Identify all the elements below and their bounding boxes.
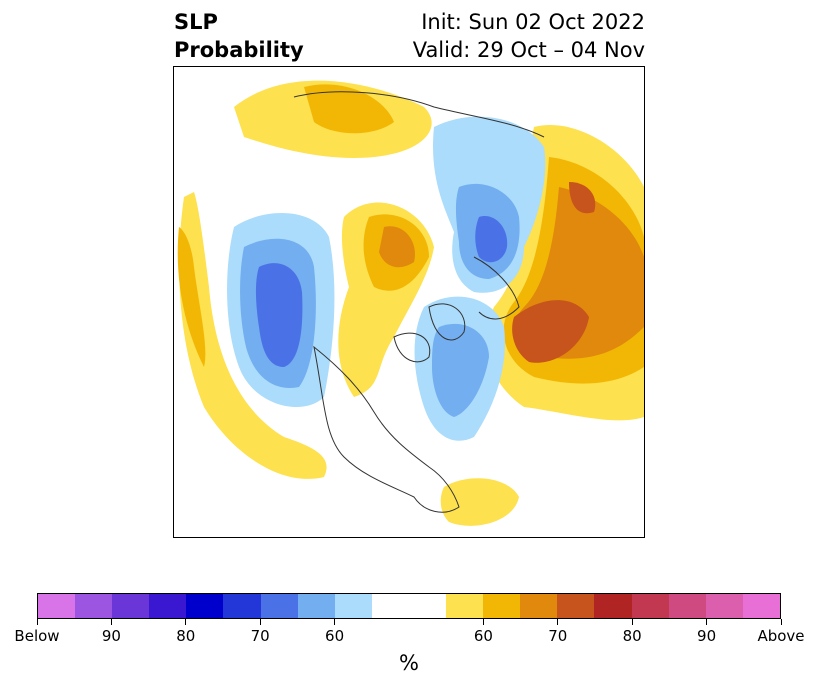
siberia-below-core [475,216,508,263]
pacific-above-core [304,84,394,134]
color-scale-bin [38,594,76,618]
color-scale-bin [483,594,521,618]
color-scale-bin [631,594,669,618]
map-dates: Init: Sun 02 Oct 2022 Valid: 29 Oct – 04… [370,8,645,64]
color-scale-tick [110,619,112,625]
north-america-outline [313,345,460,513]
color-scale-tick-label: Above [757,627,805,645]
color-scale-tick [706,619,708,625]
atlantic-above-peak [512,300,589,363]
color-scale-bin [668,594,706,618]
color-scale-bin [520,594,558,618]
color-scale-bin [705,594,743,618]
above-normal-shading [177,80,644,526]
color-scale-tick-label: 80 [176,627,196,645]
title-variable: SLP [174,10,218,34]
color-scale-bin [223,594,261,618]
title-product: Probability [174,38,304,62]
color-scale-tick-label: 90 [697,627,717,645]
color-scale-tick [334,619,336,625]
below-normal-shading [227,116,546,441]
arctic-islands-outline [393,332,431,363]
valid-range: Valid: 29 Oct – 04 Nov [412,38,645,62]
color-scale-tick-label: 60 [325,627,345,645]
color-scale-tick-label: 90 [101,627,121,645]
color-scale-bin [742,594,780,618]
color-scale-tick [482,619,484,625]
color-scale-bin [557,594,595,618]
color-scale-bin [112,594,150,618]
probability-map [173,66,645,538]
color-scale-bin [371,594,447,618]
color-scale-tick-label: Below [14,627,60,645]
color-scale-bin [446,594,484,618]
europe-outline [473,256,520,320]
west-above-arc [179,192,327,479]
color-scale-tick [557,619,559,625]
subtropical-above-region [440,478,519,526]
atlantic-above-north-peak [569,182,596,214]
canada-below-core [432,323,489,417]
color-scale-tick-label: 80 [622,627,642,645]
color-scale-tick [185,619,187,625]
color-scale-tick-label: 60 [473,627,493,645]
map-canvas [177,80,644,526]
land-outlines [293,91,545,513]
west-above-core [177,227,206,367]
color-scale-tick [36,619,38,625]
color-scale [37,593,781,619]
color-scale-bin [186,594,224,618]
greenland-outline [428,303,466,341]
color-scale-tick-label: 70 [250,627,270,645]
color-scale-bin [594,594,632,618]
unit-label: % [399,651,419,675]
init-date: Init: Sun 02 Oct 2022 [421,10,645,34]
arctic-above-peak [379,226,415,268]
color-scale-bin [334,594,372,618]
map-title: SLP Probability [174,8,304,64]
color-scale-bin [260,594,298,618]
color-scale-bin [75,594,113,618]
color-scale-tick [259,619,261,625]
color-scale-tick [631,619,633,625]
color-scale-tick-label: 70 [548,627,568,645]
color-scale-bin [297,594,335,618]
color-scale-tick [780,619,782,625]
color-scale-bin [149,594,187,618]
asia-outline [293,91,545,138]
pacific-below-core [255,263,303,367]
